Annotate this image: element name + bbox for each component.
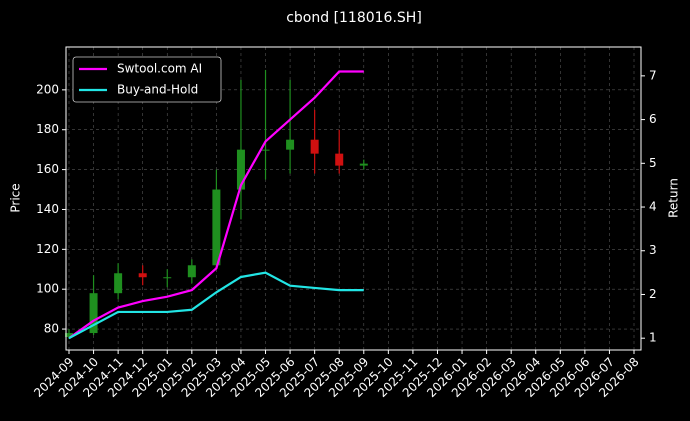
candle-body <box>114 273 123 294</box>
y-tick-label: 140 <box>36 202 59 216</box>
return-line <box>68 70 364 340</box>
candle-body <box>187 265 196 278</box>
y-axis-label: Price <box>9 183 23 212</box>
candle-body <box>236 149 245 190</box>
y-tick-label: 180 <box>36 122 59 136</box>
legend-label: Swtool.com AI <box>117 62 202 76</box>
y-tick-label: 160 <box>36 162 59 176</box>
candle-body <box>212 189 221 266</box>
legend-box <box>72 56 222 103</box>
y2-tick-label: 1 <box>649 331 657 345</box>
candle-body <box>286 139 295 150</box>
y-tick-label: 100 <box>36 282 59 296</box>
candle-body <box>310 139 319 154</box>
y2-tick-label: 3 <box>649 243 657 257</box>
plot-frame <box>65 46 642 351</box>
candle-body <box>89 293 98 334</box>
chart-title: cbond [118016.SH] <box>286 10 422 26</box>
return-line <box>68 271 364 340</box>
y2-tick-label: 5 <box>649 156 657 170</box>
candle-body <box>138 273 147 278</box>
y2-tick-label: 6 <box>649 112 657 126</box>
y-tick-label: 80 <box>44 322 59 336</box>
y2-axis-label: Return <box>667 178 681 218</box>
y-tick-label: 200 <box>36 82 59 96</box>
candle-body <box>65 333 73 338</box>
candle-body <box>335 153 344 166</box>
y2-tick-label: 4 <box>649 200 657 214</box>
candle-body <box>163 277 172 279</box>
y2-tick-label: 2 <box>649 287 657 301</box>
candle-body <box>261 149 270 151</box>
candle-body <box>359 163 368 166</box>
y-tick-label: 120 <box>36 242 59 256</box>
y2-tick-label: 7 <box>649 68 657 82</box>
legend-label: Buy-and-Hold <box>117 83 198 97</box>
